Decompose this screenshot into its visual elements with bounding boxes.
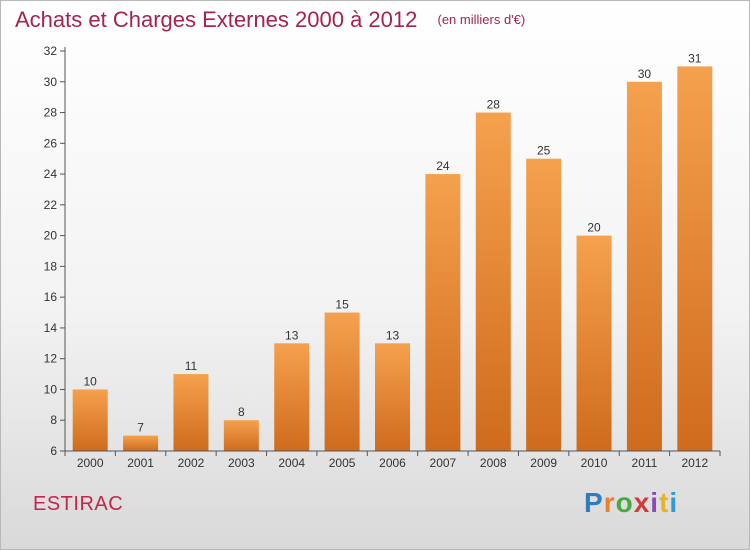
- y-tick-label: 18: [44, 259, 58, 273]
- y-tick-label: 14: [44, 321, 58, 335]
- logo-letter: o: [615, 487, 634, 518]
- chart-title: Achats et Charges Externes 2000 à 2012: [15, 7, 418, 32]
- y-tick-label: 8: [50, 413, 57, 427]
- chart-unit: (en milliers d'€): [437, 12, 526, 27]
- bar: [576, 235, 612, 451]
- bar: [526, 158, 562, 451]
- bar: [425, 174, 461, 452]
- data-label: 28: [487, 98, 501, 112]
- data-label: 31: [688, 51, 702, 65]
- data-label: 11: [185, 359, 198, 373]
- y-tick-label: 6: [50, 444, 57, 458]
- logo-letter: x: [633, 487, 651, 518]
- data-label: 7: [137, 421, 144, 435]
- y-tick-label: 16: [44, 290, 58, 304]
- place-name: ESTIRAC: [33, 493, 124, 515]
- bar: [173, 374, 209, 451]
- y-tick-label: 24: [44, 167, 58, 181]
- bar: [123, 435, 159, 451]
- logo-letter: i: [650, 487, 660, 518]
- logo-letter: t: [659, 487, 670, 518]
- y-tick-label: 20: [44, 229, 58, 243]
- axes-layer: 6 8 10 12 14 16 18 20 22 24 26 28 30 32: [44, 44, 721, 458]
- bar: [475, 112, 511, 452]
- bar: [375, 343, 410, 451]
- x-tick-label: 2011: [632, 456, 658, 470]
- y-tick-label: 10: [44, 382, 58, 396]
- y-tick-label: 26: [44, 136, 58, 150]
- x-tick-label: 2003: [228, 456, 255, 470]
- x-tick-label: 2004: [278, 456, 305, 470]
- logo-letter: P: [584, 487, 604, 518]
- data-label: 8: [238, 405, 245, 419]
- x-tick-label: 2010: [581, 456, 608, 470]
- proxiti-logo: Proxiti: [584, 487, 678, 519]
- x-tick-label: 2012: [681, 456, 708, 470]
- data-label: 10: [84, 374, 98, 388]
- x-tick-label: 2006: [379, 456, 406, 470]
- y-tick-label: 12: [44, 352, 58, 366]
- y-tick-label: 22: [44, 198, 58, 212]
- bars-layer: [72, 66, 713, 452]
- bar: [677, 66, 713, 451]
- bar: [223, 420, 259, 451]
- bar: [626, 81, 662, 452]
- bar: [72, 389, 108, 451]
- chart-title-block: Achats et Charges Externes 2000 à 2012 (…: [15, 7, 525, 33]
- data-label: 15: [335, 298, 349, 312]
- labels-layer: 2000 10 2001 7 2002 11 2003 8 2004 13 2005 15 2006 13…: [77, 51, 709, 470]
- data-label: 13: [386, 328, 400, 342]
- x-tick-label: 2005: [329, 456, 356, 470]
- bar: [324, 312, 360, 451]
- logo-letter: r: [603, 487, 616, 518]
- data-label: 25: [537, 144, 551, 158]
- data-label: 13: [285, 328, 299, 342]
- data-label: 20: [587, 221, 601, 235]
- data-label: 30: [638, 67, 652, 81]
- x-tick-label: 2001: [127, 456, 154, 470]
- y-tick-label: 28: [44, 106, 58, 120]
- x-tick-label: 2009: [530, 456, 557, 470]
- x-tick-label: 2002: [178, 456, 205, 470]
- x-tick-label: 2007: [430, 456, 457, 470]
- x-tick-label: 2000: [77, 456, 104, 470]
- logo-letter: i: [669, 487, 679, 518]
- y-tick-label: 32: [44, 44, 58, 58]
- bar: [274, 343, 310, 451]
- x-tick-label: 2008: [480, 456, 507, 470]
- y-tick-label: 30: [44, 75, 58, 89]
- data-label: 24: [436, 159, 450, 173]
